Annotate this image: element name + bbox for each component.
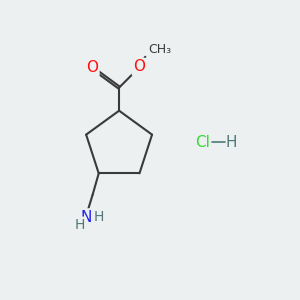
Text: H: H	[94, 210, 104, 224]
Text: H: H	[75, 218, 86, 232]
Text: N: N	[81, 210, 92, 225]
Text: O: O	[133, 59, 145, 74]
Text: Cl: Cl	[195, 135, 210, 150]
Text: CH₃: CH₃	[148, 43, 172, 56]
Text: O: O	[86, 60, 98, 75]
Text: H: H	[226, 135, 237, 150]
